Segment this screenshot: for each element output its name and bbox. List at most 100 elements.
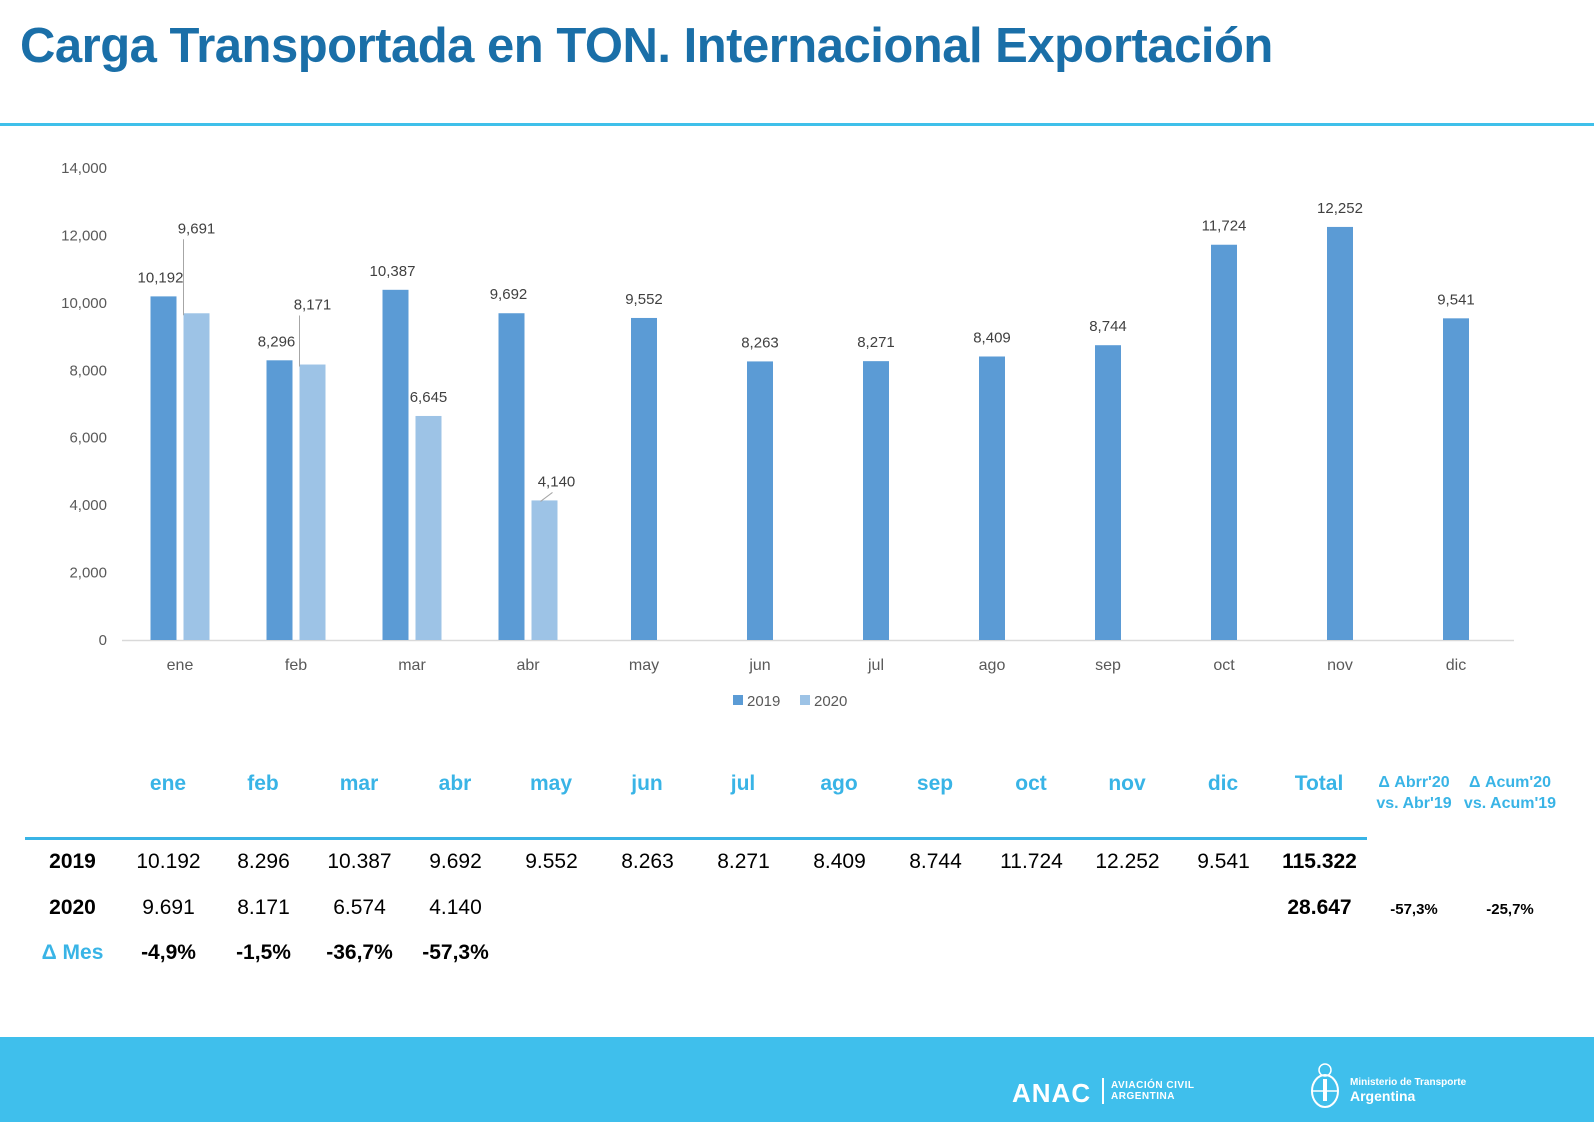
column-header: oct [1015, 772, 1047, 795]
x-tick-label: dic [1446, 657, 1466, 674]
table-cell: 12.252 [1095, 850, 1160, 873]
column-header: dic [1207, 772, 1239, 795]
bar-2020 [531, 500, 558, 640]
bar-2019 [747, 361, 773, 640]
ministry-logo: Ministerio de Transporte Argentina [1350, 1077, 1466, 1104]
x-tick-label: jul [867, 657, 884, 674]
column-header: jun [631, 772, 663, 795]
data-label-2020: 9,691 [178, 220, 216, 237]
data-label-2019: 8,263 [741, 334, 779, 351]
y-tick-label: 4,000 [69, 497, 107, 514]
delta-header-line2: vs. Abr'19 [1376, 795, 1452, 812]
bar-2019 [266, 360, 293, 640]
anac-line1: AVIACIÓN CIVIL [1111, 1080, 1195, 1091]
x-tick-label: jun [748, 657, 770, 674]
x-tick-label: abr [516, 657, 540, 674]
anac-logo: ANAC [1012, 1078, 1092, 1108]
column-header: nov [1108, 772, 1146, 795]
table-cell: 11.724 [1000, 850, 1063, 873]
table-cell: -4,9% [141, 941, 196, 964]
y-tick-label: 0 [99, 632, 107, 649]
data-label-2019: 10,192 [138, 269, 184, 286]
bar-chart: 0 2,000 4,000 6,000 8,000 10,000 12,000 14,000 1… [61, 160, 1514, 710]
anac-logo-subtitle: AVIACIÓN CIVIL ARGENTINA [1111, 1080, 1194, 1102]
column-header: Total [1294, 772, 1344, 795]
table-cell: 10.192 [136, 850, 201, 873]
table-cell: 4.140 [429, 896, 482, 919]
x-tick-label: ene [167, 657, 194, 674]
table-delta-cell: -57,3% [1390, 901, 1438, 918]
table-cell: 9.692 [429, 850, 482, 873]
table-cell: 10.387 [327, 850, 392, 873]
x-tick-label: ago [979, 657, 1006, 674]
data-label-2020: 8,171 [294, 297, 332, 314]
data-label-2019: 9,541 [1437, 291, 1475, 308]
column-header: mar [339, 772, 379, 795]
x-tick-label: oct [1213, 657, 1235, 674]
bar-2019 [1443, 318, 1469, 640]
bar-2019 [498, 313, 525, 640]
bar-2019 [1211, 244, 1237, 640]
bar-2019 [382, 289, 409, 640]
data-label-2019: 12,252 [1317, 200, 1363, 217]
row-label: Δ Mes [41, 941, 104, 964]
data-label-2019: 10,387 [370, 263, 416, 280]
bar-2019 [863, 361, 889, 640]
x-tick-label: sep [1095, 657, 1121, 674]
ministry-line2: Argentina [1350, 1088, 1416, 1104]
row-label: 2019 [49, 850, 96, 873]
legend-label-2020: 2020 [814, 693, 847, 710]
column-header: jul [730, 772, 756, 795]
column-header: abr [438, 772, 472, 795]
table-cell: -1,5% [236, 941, 291, 964]
bar-2019 [979, 356, 1005, 640]
legend-swatch-2019 [733, 695, 743, 705]
table-total-cell: 28.647 [1287, 896, 1352, 919]
delta-header-line1: Δ Abrr'20 [1378, 774, 1450, 791]
data-label-2020: 6,645 [410, 389, 448, 406]
table-header-rule [25, 837, 1367, 840]
table-cell: 9.552 [525, 850, 578, 873]
table-cell: 8.171 [237, 896, 290, 919]
data-label-2019: 8,744 [1089, 318, 1127, 335]
anac-logo-separator [1102, 1078, 1104, 1104]
column-header: ene [149, 772, 187, 795]
table-cell: 8.296 [237, 850, 290, 873]
footer-bar [0, 1037, 1594, 1122]
anac-line2: ARGENTINA [1111, 1091, 1175, 1102]
column-header: may [529, 772, 573, 795]
table-cell: 9.541 [1197, 850, 1250, 873]
legend-swatch-2020 [800, 695, 810, 705]
table-cell: -36,7% [326, 941, 393, 964]
x-tick-label: mar [398, 657, 426, 674]
bar-2020 [299, 364, 326, 640]
data-label-2019: 9,552 [625, 291, 663, 308]
page-title: Carga Transportada en TON. Internacional… [20, 19, 1273, 73]
y-tick-label: 14,000 [61, 160, 107, 177]
table-cell: 9.691 [142, 896, 195, 919]
data-label-2019: 9,692 [490, 286, 528, 303]
delta-column-header: Δ Abrr'20 vs. Abr'19 [1364, 772, 1464, 814]
delta-column-header: Δ Acum'20 vs. Acum'19 [1460, 772, 1560, 814]
table-cell: 8.263 [621, 850, 674, 873]
x-tick-label: feb [285, 657, 307, 674]
table-cell: -57,3% [422, 941, 489, 964]
legend-label-2019: 2019 [747, 693, 780, 710]
table-total-cell: 115.322 [1282, 850, 1357, 873]
x-tick-label: nov [1327, 657, 1353, 674]
coat-of-arms-icon [1311, 1063, 1339, 1108]
y-tick-label: 2,000 [69, 565, 107, 582]
y-tick-label: 6,000 [69, 430, 107, 447]
bar-2019 [150, 296, 177, 640]
bar-2019 [1327, 226, 1353, 641]
delta-header-line2: vs. Acum'19 [1463, 795, 1557, 812]
table-delta-cell: -25,7% [1486, 901, 1534, 918]
delta-header-line1: Δ Acum'20 [1469, 774, 1551, 791]
bar-2020 [415, 415, 442, 640]
bar-2019 [1095, 345, 1121, 640]
column-header: sep [916, 772, 954, 795]
y-tick-label: 12,000 [61, 227, 107, 244]
bar-2019 [631, 317, 657, 640]
table-cell: 8.744 [909, 850, 962, 873]
bar-2020 [183, 313, 210, 640]
